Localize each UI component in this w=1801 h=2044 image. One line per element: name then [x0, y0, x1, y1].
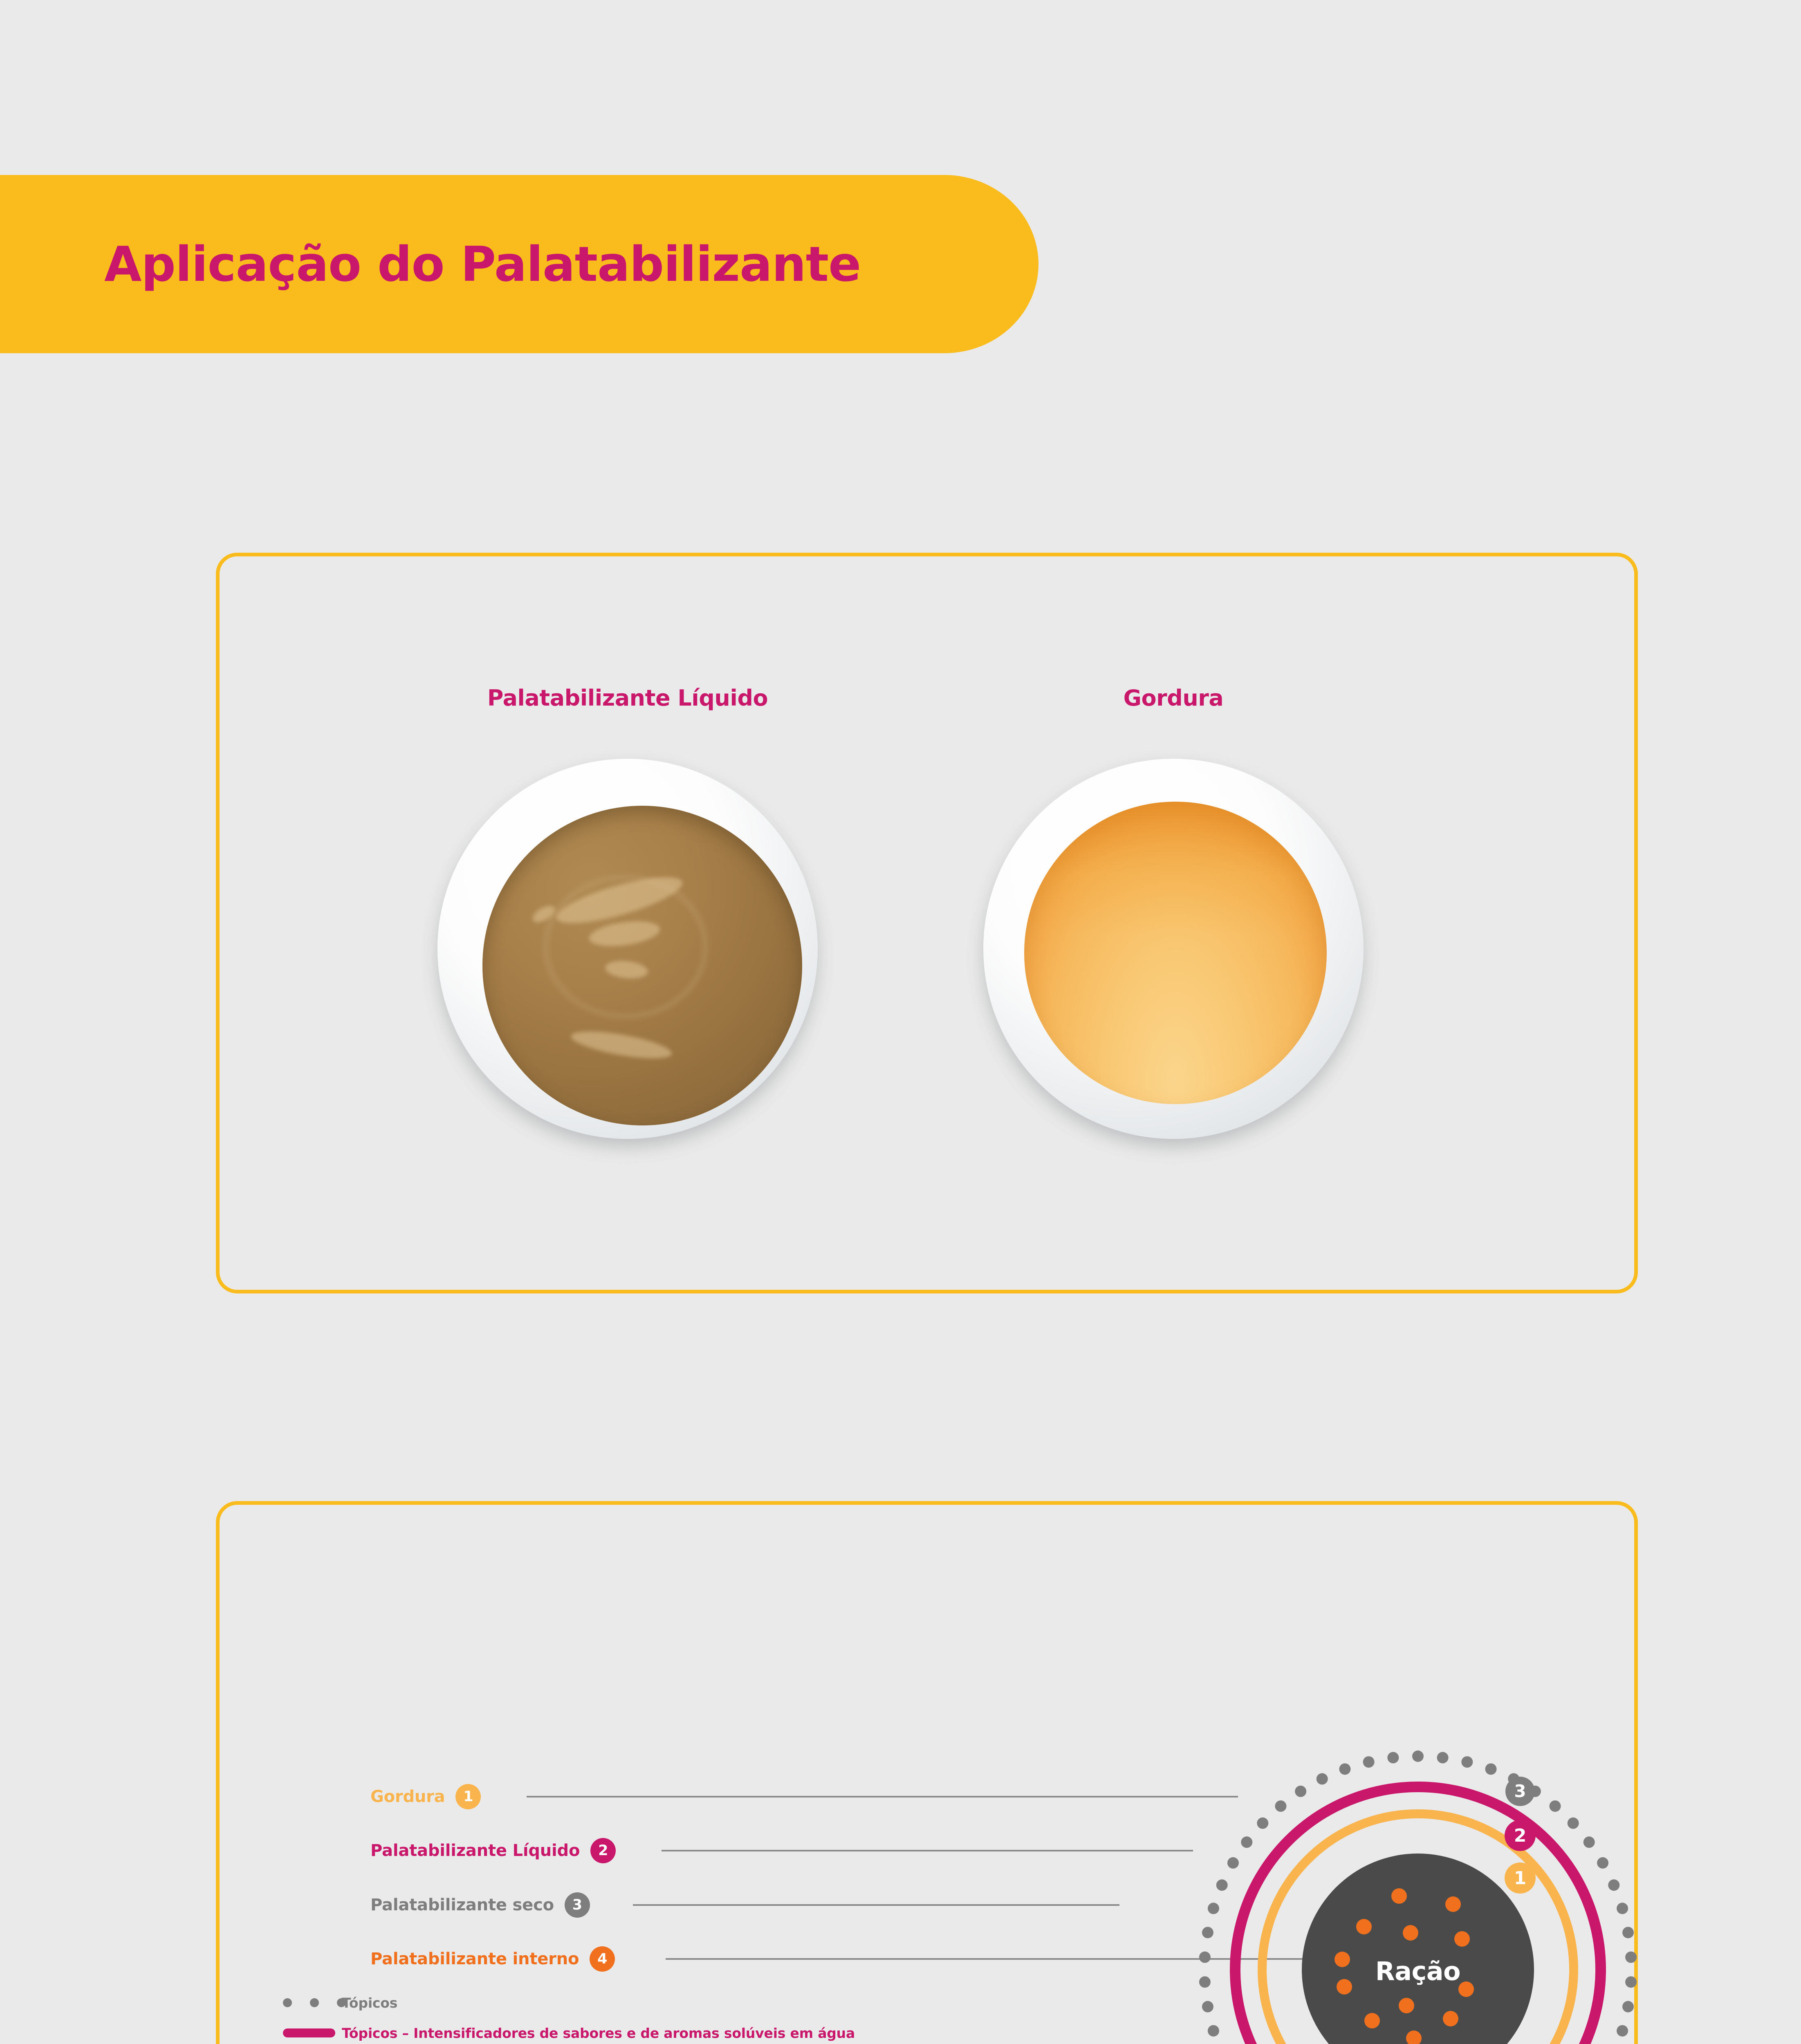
callout-3[interactable]: Palatabilizante seco 3 [370, 1885, 590, 1925]
callout-2[interactable]: Palatabilizante Líquido 2 [370, 1831, 616, 1870]
ring-dot [1387, 1752, 1399, 1764]
callout-label: Gordura [370, 1787, 445, 1806]
svg-text:3: 3 [1514, 1781, 1526, 1801]
legend-item-water-soluble[interactable]: Tópicos – Intensificadores de sabores e … [277, 2018, 855, 2044]
swirl-ring [544, 875, 707, 1018]
ring-dot [1608, 1879, 1620, 1891]
ring-badge-1: 1 [1505, 1862, 1536, 1894]
bowl-rim [983, 759, 1364, 1139]
svg-text:2: 2 [1514, 1825, 1527, 1846]
ration-core [1302, 1853, 1534, 2044]
core-particle [1443, 2011, 1458, 2026]
callout-label: Palatabilizante seco [370, 1896, 554, 1914]
core-particle [1445, 1896, 1461, 1912]
ring-dot [1216, 1879, 1228, 1891]
ring-dot [1567, 1817, 1579, 1829]
bowl-rim [437, 759, 818, 1139]
ring-dot [1202, 1927, 1213, 1939]
core-particle [1337, 1979, 1352, 1995]
inner-ring-oil-soluble [1258, 1809, 1578, 2044]
ration-core-label: Ração [1375, 1956, 1461, 1986]
core-particles [1334, 1888, 1474, 2044]
ring-dot [1207, 2025, 1219, 2037]
diagram-legend: Tópicos Tópicos – Intensificadores de sa… [277, 1988, 855, 2044]
ring-dot [1227, 1857, 1239, 1869]
ring-dot [1597, 1857, 1609, 1869]
ring-badge-3: 3 [1505, 1777, 1535, 1806]
ring-dot [1617, 1903, 1628, 1914]
brown-paste-bowl-icon [423, 744, 832, 1153]
page-title: Aplicação do Palatabilizante [104, 236, 861, 292]
core-particle [1356, 1919, 1372, 1934]
ring-dot [1339, 1763, 1351, 1775]
legend-item-topicos[interactable]: Tópicos [277, 1988, 855, 2018]
bar-marker-icon [277, 2028, 342, 2037]
core-particle [1458, 1981, 1474, 1997]
ring-dot [1316, 1773, 1328, 1785]
callout-1[interactable]: Gordura 1 [370, 1777, 481, 1816]
ring-dot [1461, 1756, 1473, 1768]
ring-dot [1363, 1756, 1375, 1768]
ring-dot [1437, 1752, 1449, 1764]
ring-dot [1275, 1800, 1287, 1812]
callout-label: Palatabilizante interno [370, 1950, 579, 1968]
ring-dot [1257, 1817, 1269, 1829]
bowl-contents [1024, 802, 1327, 1104]
core-particle [1403, 1925, 1418, 1941]
core-particle [1391, 1888, 1407, 1904]
core-particle [1399, 1998, 1414, 2013]
ring-dot [1199, 1976, 1211, 1988]
sample-palatabilizante-liquido: Palatabilizante Líquido [403, 685, 852, 1153]
ring-badge-2: 2 [1505, 1820, 1536, 1851]
outer-ring-water-soluble [1230, 1782, 1606, 2044]
liquid-surface-shade [1024, 802, 1327, 935]
ring-dot [1202, 2001, 1213, 2013]
ring-dot [1207, 1903, 1219, 1914]
callout-badge: 3 [564, 1892, 590, 1918]
samples-card [216, 553, 1638, 1293]
ring-dot [1625, 1976, 1637, 1988]
ring-dot [1622, 2001, 1634, 2013]
ring-dot [1412, 1750, 1424, 1762]
orange-fat-bowl-icon [969, 744, 1378, 1153]
legend-label: Tópicos – Intensificadores de sabores e … [342, 2025, 855, 2041]
dotted-ring [1199, 1750, 1637, 2037]
callout-label: Palatabilizante Líquido [370, 1841, 580, 1860]
callout-badge: 4 [590, 1946, 615, 1972]
sample-label: Gordura [1123, 685, 1224, 711]
callout-badge: 2 [590, 1838, 616, 1863]
ring-dot [1625, 1951, 1637, 1963]
ring-dot [1241, 1836, 1253, 1848]
ring-dot [1199, 1951, 1211, 1963]
swirl-highlight [569, 1026, 674, 1064]
ring-dot [1549, 1800, 1561, 1812]
ring-dot [1617, 2025, 1628, 2037]
core-particle [1454, 1931, 1470, 1947]
sample-gordura: Gordura [949, 685, 1398, 1153]
ration-layers-diagram: 3 2 1 [527, 1750, 1637, 2044]
core-particle [1334, 1952, 1350, 1967]
diagram-area: 3 2 1 Ração Gordura 1 Palatabilizante Lí… [216, 1501, 1638, 2044]
core-particle [1406, 2031, 1422, 2044]
callout-badge: 1 [455, 1784, 481, 1809]
ring-dot [1583, 1836, 1595, 1848]
ring-dot [1485, 1763, 1497, 1775]
callout-4[interactable]: Palatabilizante interno 4 [370, 1939, 615, 1979]
bowl-contents [482, 806, 802, 1125]
dots-marker-icon [277, 1998, 346, 2007]
sample-label: Palatabilizante Líquido [487, 685, 768, 711]
core-particle [1364, 2013, 1380, 2028]
svg-text:1: 1 [1514, 1868, 1527, 1889]
ring-dot [1295, 1785, 1307, 1797]
legend-label: Tópicos [342, 1995, 398, 2011]
diagram-card [216, 1501, 1638, 2044]
header-banner: Aplicação do Palatabilizante [0, 175, 1038, 353]
ring-dot [1622, 1927, 1634, 1939]
